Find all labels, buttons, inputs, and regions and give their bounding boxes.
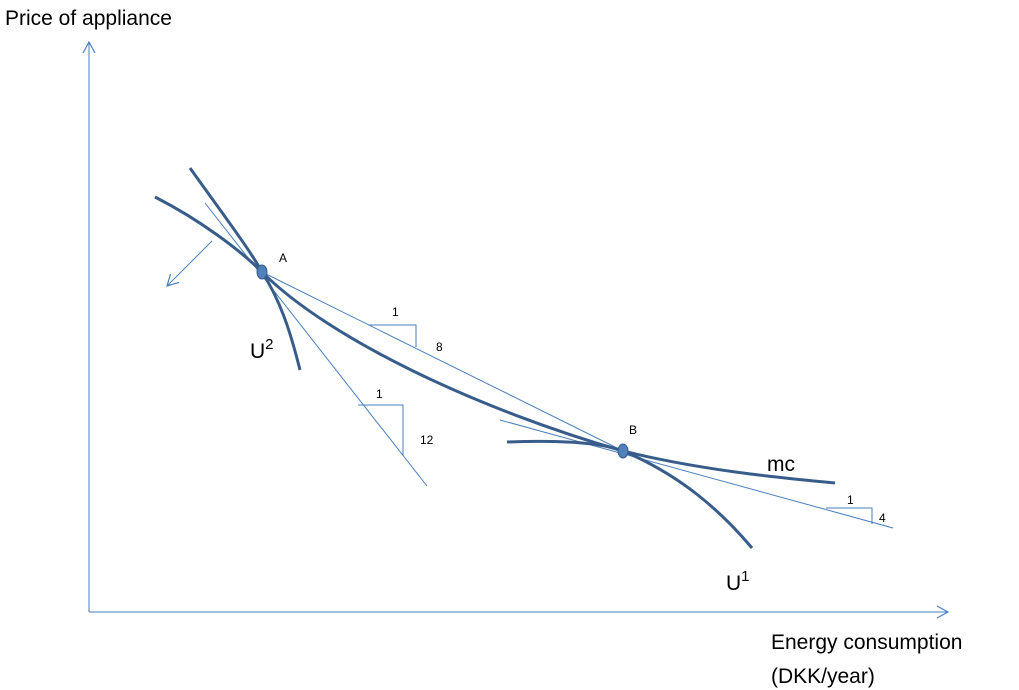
curve-label: mc [767, 453, 795, 476]
slope-rise: 8 [436, 340, 443, 354]
slope-rise: 4 [879, 511, 886, 525]
mc-curve [154, 195, 836, 485]
point-a [256, 264, 268, 280]
curve-label-base: U [726, 572, 741, 595]
tangent-line [261, 271, 624, 452]
slope-triangle [368, 324, 417, 347]
point-b [617, 443, 629, 459]
curve-label-sup: 2 [265, 336, 273, 353]
y-axis-label: Price of appliance [5, 7, 172, 30]
slope-rise: 12 [420, 433, 434, 447]
curve-label: U2 [250, 336, 274, 363]
curve-label-sup: 1 [741, 568, 749, 585]
u2-curve [188, 167, 302, 371]
point-label: A [279, 251, 287, 265]
slope-run: 1 [847, 493, 854, 507]
x-axis-label: Energy consumption [771, 631, 962, 654]
tangent-line [499, 419, 894, 529]
curve-label: U1 [726, 568, 750, 595]
x-axis-label: (DKK/year) [771, 665, 875, 688]
slope-triangle [358, 404, 404, 455]
point-label: B [629, 423, 637, 437]
curve-label-base: U [250, 340, 265, 363]
slope-run: 1 [392, 305, 399, 319]
u1-curve [506, 439, 754, 549]
slope-run: 1 [376, 387, 383, 401]
tangent-line [204, 202, 428, 487]
slope-triangle [826, 507, 873, 524]
direction-arrow [166, 240, 213, 287]
